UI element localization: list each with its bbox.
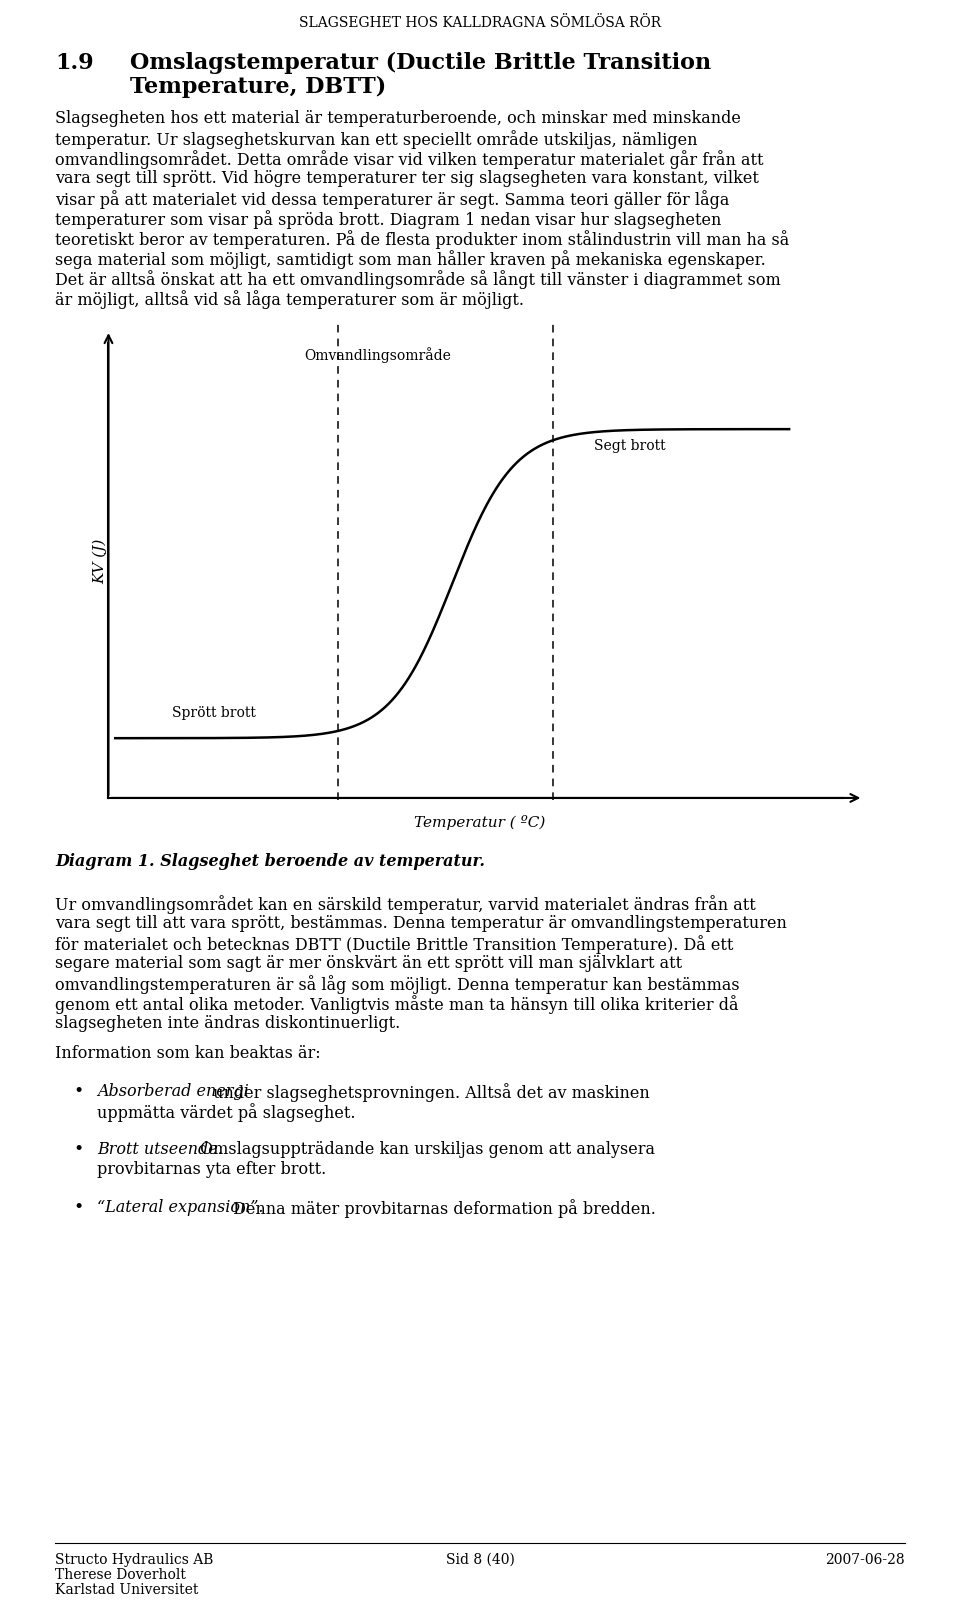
Text: SLAGSEGHET HOS KALLDRAGNA SÖMLÖSA RÖR: SLAGSEGHET HOS KALLDRAGNA SÖMLÖSA RÖR [299,16,661,31]
Text: Structo Hydraulics AB: Structo Hydraulics AB [55,1553,213,1568]
Text: Denna mäter provbitarnas deformation på bredden.: Denna mäter provbitarnas deformation på … [228,1199,656,1218]
Text: temperaturer som visar på spröda brott. Diagram 1 nedan visar hur slagsegheten: temperaturer som visar på spröda brott. … [55,210,721,229]
Text: 2007-06-28: 2007-06-28 [826,1553,905,1568]
Text: Ur omvandlingsområdet kan en särskild temperatur, varvid materialet ändras från : Ur omvandlingsområdet kan en särskild te… [55,895,756,915]
Text: Segt brott: Segt brott [593,438,665,452]
Text: “Lateral expansion”.: “Lateral expansion”. [97,1199,263,1215]
Text: sega material som möjligt, samtidigt som man håller kraven på mekaniska egenskap: sega material som möjligt, samtidigt som… [55,250,766,268]
Text: Omslagstemperatur (Ductile Brittle Transition: Omslagstemperatur (Ductile Brittle Trans… [130,52,711,74]
Text: •: • [73,1199,84,1215]
Text: Slagsegheten hos ett material är temperaturberoende, och minskar med minskande: Slagsegheten hos ett material är tempera… [55,110,741,128]
Text: Diagram 1. Slagseghet beroende av temperatur.: Diagram 1. Slagseghet beroende av temper… [55,853,485,869]
Text: Sid 8 (40): Sid 8 (40) [445,1553,515,1568]
Text: uppmätta värdet på slagseghet.: uppmätta värdet på slagseghet. [97,1104,355,1122]
Text: Sprött brott: Sprött brott [173,706,256,721]
Text: segare material som sagt är mer önskvärt än ett sprött vill man självklart att: segare material som sagt är mer önskvärt… [55,955,683,971]
Text: provbitarnas yta efter brott.: provbitarnas yta efter brott. [97,1160,326,1178]
Text: är möjligt, alltså vid så låga temperaturer som är möjligt.: är möjligt, alltså vid så låga temperatu… [55,289,524,309]
Text: genom ett antal olika metoder. Vanligtvis måste man ta hänsyn till olika kriteri: genom ett antal olika metoder. Vanligtvi… [55,995,738,1013]
Text: •: • [73,1141,84,1159]
Text: KV (J): KV (J) [92,538,107,583]
Text: Absorberad energi: Absorberad energi [97,1083,249,1100]
Text: för materialet och betecknas DBTT (Ductile Brittle Transition Temperature). Då e: för materialet och betecknas DBTT (Ducti… [55,936,733,953]
Text: visar på att materialet vid dessa temperaturer är segt. Samma teori gäller för l: visar på att materialet vid dessa temper… [55,191,730,208]
Text: temperatur. Ur slagseghetskurvan kan ett speciellt område utskiljas, nämligen: temperatur. Ur slagseghetskurvan kan ett… [55,129,698,149]
Text: Omvandlingsområde: Omvandlingsområde [304,347,451,362]
Text: omvandlingstemperaturen är så låg som möjligt. Denna temperatur kan bestämmas: omvandlingstemperaturen är så låg som mö… [55,974,739,994]
Text: •: • [73,1083,84,1100]
Text: Therese Doverholt: Therese Doverholt [55,1568,186,1582]
Text: Temperatur ( ºC): Temperatur ( ºC) [415,814,545,831]
Text: Brott utseende.: Brott utseende. [97,1141,223,1159]
Text: omvandlingsområdet. Detta område visar vid vilken temperatur materialet går från: omvandlingsområdet. Detta område visar v… [55,150,763,170]
Text: 1.9: 1.9 [55,52,94,74]
Text: Det är alltså önskat att ha ett omvandlingsområde så långt till vänster i diagra: Det är alltså önskat att ha ett omvandli… [55,270,780,289]
Text: teoretiskt beror av temperaturen. På de flesta produkter inom stålindustrin vill: teoretiskt beror av temperaturen. På de … [55,229,789,249]
Text: vara segt till sprött. Vid högre temperaturer ter sig slagsegheten vara konstant: vara segt till sprött. Vid högre tempera… [55,170,758,187]
Text: Karlstad Universitet: Karlstad Universitet [55,1584,199,1597]
Text: slagsegheten inte ändras diskontinuerligt.: slagsegheten inte ändras diskontinuerlig… [55,1015,400,1033]
Text: vara segt till att vara sprött, bestämmas. Denna temperatur är omvandlingstemper: vara segt till att vara sprött, bestämma… [55,915,787,932]
Text: under slagseghetsprovningen. Alltså det av maskinen: under slagseghetsprovningen. Alltså det … [208,1083,650,1102]
Text: Temperature, DBTT): Temperature, DBTT) [130,76,386,99]
Text: Omslagsuppträdande kan urskiljas genom att analysera: Omslagsuppträdande kan urskiljas genom a… [195,1141,656,1159]
Text: Information som kan beaktas är:: Information som kan beaktas är: [55,1046,321,1062]
